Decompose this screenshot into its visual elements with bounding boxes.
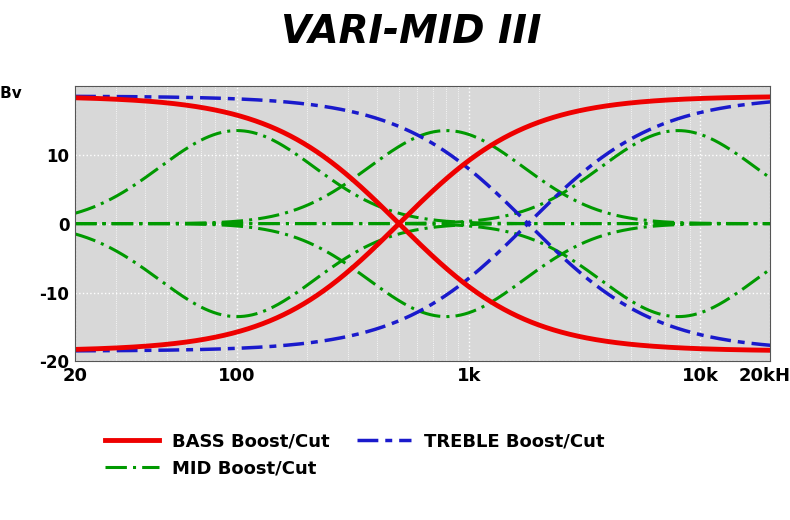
Legend: BASS Boost/Cut, MID Boost/Cut, TREBLE Boost/Cut: BASS Boost/Cut, MID Boost/Cut, TREBLE Bo… [98, 425, 611, 485]
Text: VARI-MID III: VARI-MID III [280, 13, 541, 51]
Text: 20dBv: 20dBv [0, 86, 23, 101]
